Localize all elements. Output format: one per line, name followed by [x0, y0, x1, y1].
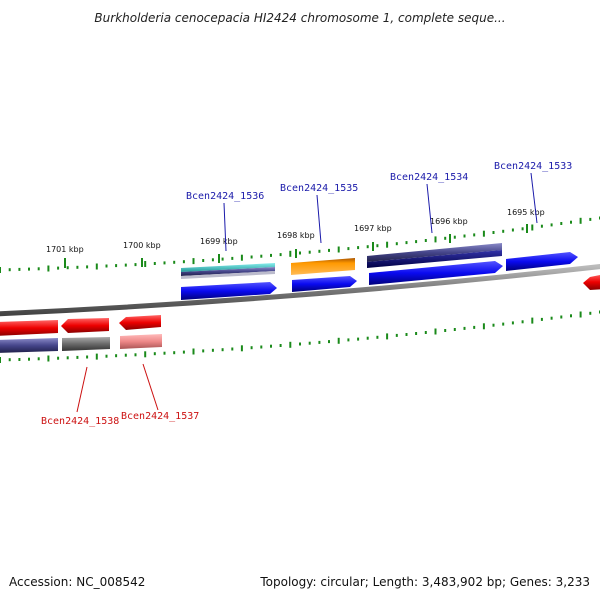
feature-slate[interactable]	[181, 267, 275, 276]
forward-feature-track	[181, 243, 502, 279]
tick-label-1698: 1698 kbp	[277, 231, 315, 240]
leader-line-1537	[142, 363, 159, 411]
leader-line-1533	[530, 172, 538, 224]
reverse-cds-track	[0, 274, 600, 336]
gene-label-bcen2424-1535[interactable]: Bcen2424_1535	[280, 183, 358, 194]
leader-line-1538	[76, 366, 88, 413]
cds-arrow-bcen2424-1536[interactable]	[181, 282, 277, 300]
leader-line-1534	[426, 183, 433, 234]
feature-pink[interactable]	[120, 334, 162, 349]
reverse-feature-track	[0, 334, 162, 353]
feature-orange[interactable]	[291, 258, 355, 275]
tick-label-1699: 1699 kbp	[200, 237, 238, 246]
chromosome-backbone	[0, 264, 600, 317]
forward-cds-track	[181, 252, 578, 300]
gene-labels: Bcen2424_1536 Bcen2424_1535 Bcen2424_153…	[41, 161, 572, 427]
cds-arrow-bcen2424-1535[interactable]	[292, 276, 357, 292]
tick-label-1696: 1696 kbp	[430, 217, 468, 226]
gene-label-bcen2424-1537[interactable]: Bcen2424_1537	[121, 411, 199, 422]
upper-tick-ring	[0, 216, 600, 273]
gene-label-bcen2424-1536[interactable]: Bcen2424_1536	[186, 191, 264, 202]
feature-grey[interactable]	[62, 337, 110, 351]
cds-arrow-bcen2424-1538b[interactable]	[61, 318, 109, 333]
cds-arrow-bcen2424-1537[interactable]	[119, 315, 161, 330]
gene-label-bcen2424-1534[interactable]: Bcen2424_1534	[390, 172, 468, 183]
accession-label: Accession: NC_008542	[9, 575, 146, 589]
genome-stats-label: Topology: circular; Length: 3,483,902 bp…	[260, 575, 590, 589]
feature-teal[interactable]	[181, 263, 275, 272]
leader-line-1535	[316, 194, 322, 244]
feature-slate[interactable]	[0, 338, 58, 353]
map-title: Burkholderia cenocepacia HI2424 chromoso…	[94, 11, 506, 25]
tick-label-1701: 1701 kbp	[46, 245, 84, 254]
lower-tick-ring	[0, 310, 600, 363]
cds-arrow-bcen2424-1533[interactable]	[506, 252, 578, 271]
leader-line-1536	[223, 202, 227, 252]
tick-label-1695: 1695 kbp	[507, 208, 545, 217]
gene-label-bcen2424-1533[interactable]: Bcen2424_1533	[494, 161, 572, 172]
feature-slate[interactable]	[367, 243, 502, 262]
tick-label-1700: 1700 kbp	[123, 241, 161, 250]
gene-label-bcen2424-1538[interactable]: Bcen2424_1538	[41, 416, 119, 427]
cds-arrow-bcen2424-1538[interactable]	[0, 320, 58, 336]
feature-light-band[interactable]	[181, 271, 275, 279]
cds-arrow-offscreen[interactable]	[583, 274, 600, 290]
cds-arrow-bcen2424-1534[interactable]	[369, 261, 503, 285]
feature-navy[interactable]	[367, 250, 502, 268]
tick-labels: 1701 kbp 1700 kbp 1699 kbp 1698 kbp 1697…	[46, 208, 545, 268]
tick-label-1697: 1697 kbp	[354, 224, 392, 233]
